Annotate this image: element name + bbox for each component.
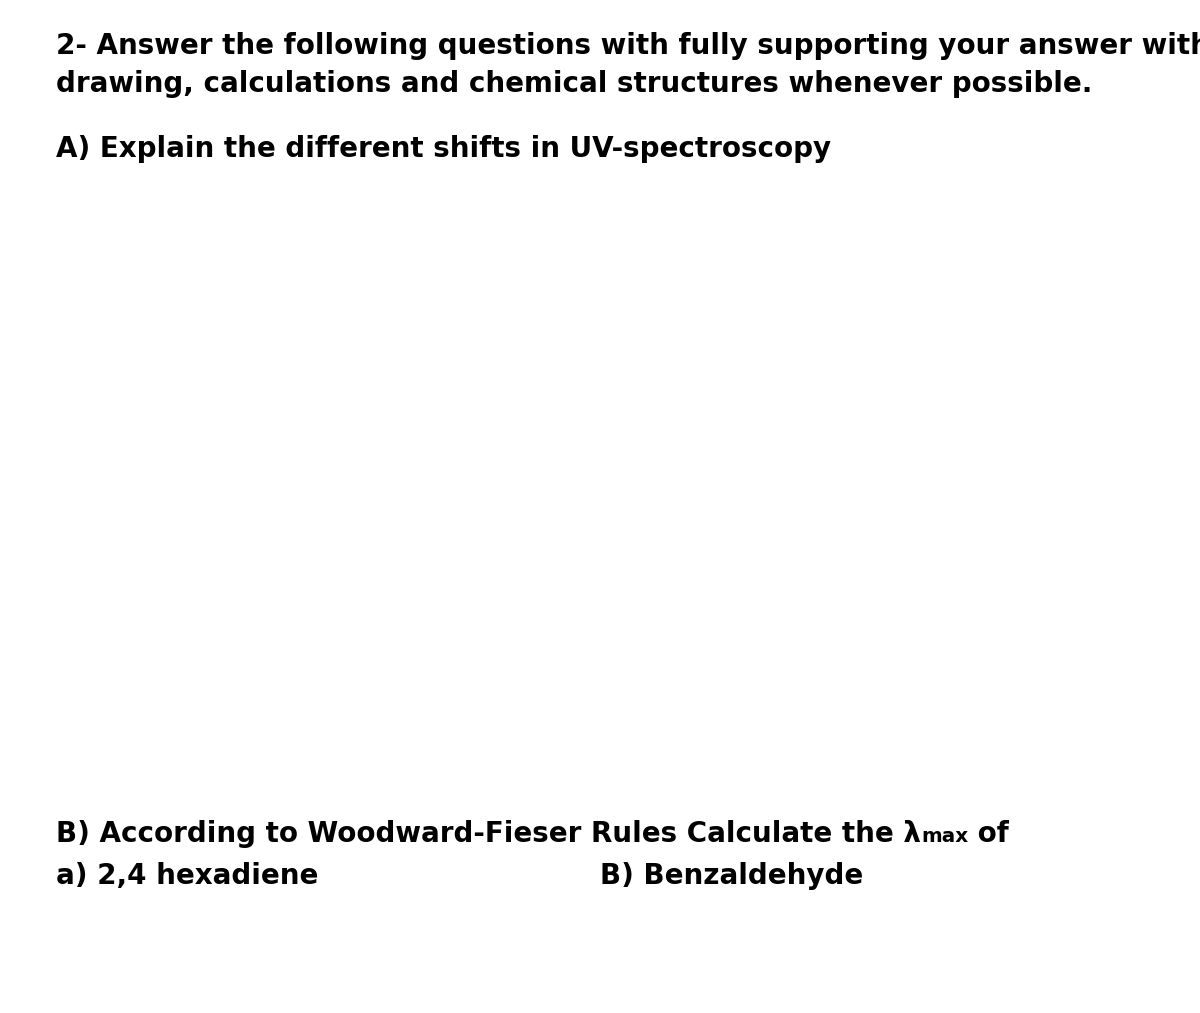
Text: B) Benzaldehyde: B) Benzaldehyde [600, 862, 863, 890]
Text: max: max [920, 827, 968, 846]
Text: A) Explain the different shifts in UV-spectroscopy: A) Explain the different shifts in UV-sp… [56, 135, 832, 163]
Text: B) According to Woodward-Fieser Rules Calculate the λ: B) According to Woodward-Fieser Rules Ca… [56, 820, 920, 848]
Text: a) 2,4 hexadiene: a) 2,4 hexadiene [56, 862, 318, 890]
Text: 2- Answer the following questions with fully supporting your answer with theory,: 2- Answer the following questions with f… [56, 32, 1200, 60]
Text: of: of [968, 820, 1009, 848]
Text: drawing, calculations and chemical structures whenever possible.: drawing, calculations and chemical struc… [56, 70, 1092, 98]
